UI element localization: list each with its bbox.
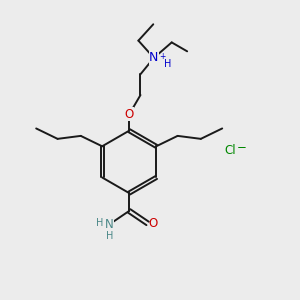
Text: H: H [164,59,172,69]
Text: +: + [160,52,166,61]
Text: Cl: Cl [224,143,236,157]
Text: H: H [106,231,113,241]
Text: O: O [124,108,134,121]
Text: N: N [149,51,159,64]
Text: O: O [148,217,158,230]
Text: N: N [105,218,114,231]
Text: H: H [96,218,103,228]
Text: −: − [237,140,247,154]
